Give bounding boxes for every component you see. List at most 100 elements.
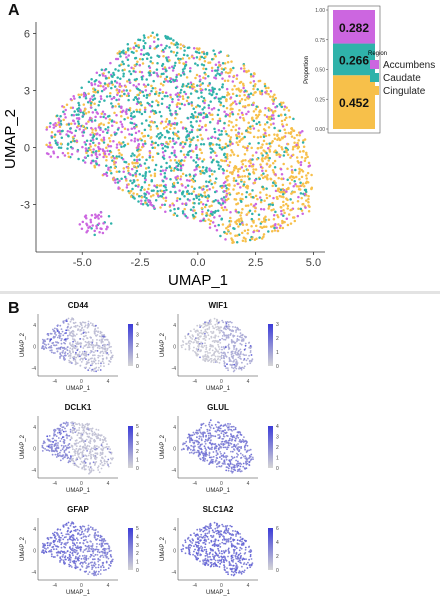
- feature-cell-point: [189, 434, 192, 437]
- feature-cell-point: [90, 447, 93, 450]
- feature-cell-point: [219, 435, 222, 438]
- umap-cell-point: [94, 144, 97, 147]
- feature-y-axis-label: UMAP_2: [20, 434, 26, 459]
- umap-cell-point: [99, 128, 102, 132]
- umap-cell-point: [229, 136, 233, 139]
- umap-cell-point: [105, 146, 108, 150]
- umap-cell-point: [246, 232, 249, 235]
- feature-cell-point: [230, 364, 233, 366]
- feature-cell-point: [63, 445, 65, 448]
- umap-cell-point: [185, 129, 189, 133]
- feature-cell-point: [200, 341, 203, 344]
- umap-cell-point: [280, 146, 283, 149]
- feature-cell-point: [84, 423, 87, 426]
- feature-cell-point: [237, 464, 240, 467]
- feature-cell-point: [189, 342, 191, 345]
- feature-cell-point: [99, 454, 102, 456]
- feature-cell-point: [245, 457, 248, 460]
- feature-cell-point: [67, 527, 70, 530]
- feature-cell-point: [215, 451, 218, 453]
- umap-cell-point: [139, 52, 143, 56]
- umap-cell-point: [151, 158, 154, 162]
- umap-cell-point: [211, 118, 214, 121]
- umap-cell-point: [159, 206, 162, 209]
- umap-cell-point: [155, 33, 159, 36]
- feature-cell-point: [99, 332, 102, 335]
- umap-cell-point: [228, 120, 231, 123]
- umap-cell-point: [198, 124, 201, 127]
- umap-cell-point: [191, 125, 194, 129]
- umap-cell-point: [116, 128, 120, 131]
- feature-cell-point: [84, 444, 86, 446]
- feature-cell-point: [75, 457, 78, 459]
- feature-cell-point: [78, 325, 81, 328]
- umap-cell-point: [268, 148, 271, 152]
- umap-cell-point: [199, 133, 202, 137]
- feature-cell-point: [80, 565, 83, 567]
- umap-cell-point: [238, 135, 241, 138]
- umap-cell-point: [207, 195, 211, 198]
- feature-cell-point: [86, 426, 89, 429]
- feature-cell-point: [188, 345, 191, 348]
- feature-cell-point: [249, 455, 252, 458]
- feature-cell-point: [110, 358, 112, 361]
- umap-cell-point: [210, 161, 214, 164]
- umap-cell-point: [259, 200, 263, 204]
- umap-cell-point: [264, 134, 268, 138]
- umap-cell-point: [208, 214, 212, 217]
- feature-cell-point: [55, 347, 58, 350]
- umap-y-tick-label: 6: [24, 28, 30, 40]
- feature-cell-point: [85, 448, 87, 450]
- umap-cell-point: [118, 85, 122, 88]
- feature-cell-point: [84, 544, 87, 547]
- umap-cell-point: [307, 194, 310, 198]
- umap-cell-point: [264, 106, 267, 110]
- feature-cell-point: [216, 429, 219, 431]
- umap-cell-point: [151, 61, 154, 65]
- umap-cell-point: [208, 188, 211, 191]
- umap-cell-point: [172, 51, 176, 54]
- umap-cell-point: [260, 220, 264, 224]
- umap-cell-point: [204, 195, 207, 199]
- umap-cell-point: [147, 124, 151, 127]
- umap-cell-point: [236, 234, 239, 237]
- umap-cell-point: [240, 111, 244, 115]
- umap-cell-point: [263, 175, 267, 178]
- umap-cell-point: [235, 124, 238, 127]
- feature-cell-point: [186, 436, 189, 439]
- umap-cell-point: [159, 122, 163, 125]
- umap-cell-point: [168, 104, 171, 107]
- umap-cell-point: [98, 231, 101, 234]
- feature-cell-point: [87, 423, 90, 426]
- umap-cell-point: [216, 66, 220, 69]
- umap-cell-point: [248, 209, 252, 213]
- feature-cell-point: [94, 456, 96, 459]
- feature-cell-point: [221, 348, 223, 351]
- feature-cell-point: [199, 445, 201, 448]
- umap-cell-point: [231, 101, 235, 104]
- umap-cell-point: [145, 119, 148, 122]
- feature-cell-point: [60, 342, 63, 345]
- umap-cell-point: [251, 165, 255, 168]
- umap-cell-point: [294, 182, 297, 186]
- umap-cell-point: [115, 113, 118, 117]
- umap-cell-point: [267, 133, 271, 137]
- umap-cell-point: [64, 108, 67, 112]
- umap-cell-point: [151, 155, 155, 159]
- feature-cell-point: [87, 331, 90, 334]
- umap-cell-point: [50, 146, 53, 149]
- umap-cell-point: [148, 73, 151, 77]
- umap-cell-point: [134, 123, 138, 127]
- feature-cell-point: [90, 455, 92, 457]
- feature-cell-point: [231, 340, 234, 342]
- feature-cell-point: [105, 568, 107, 571]
- umap-cell-point: [115, 121, 118, 124]
- feature-cell-point: [217, 343, 220, 346]
- umap-cell-point: [105, 95, 109, 98]
- feature-cell-point: [82, 338, 85, 341]
- umap-cell-point: [253, 179, 257, 182]
- feature-cell-point: [95, 538, 97, 541]
- umap-cell-point: [130, 112, 133, 115]
- feature-cell-point: [212, 455, 215, 458]
- feature-cell-point: [60, 449, 62, 452]
